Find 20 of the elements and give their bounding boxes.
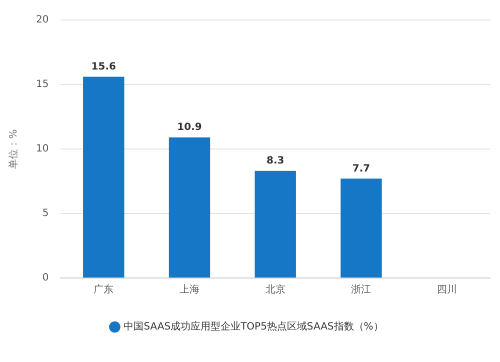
y-tick-label: 0 xyxy=(42,272,49,284)
x-tick-label: 北京 xyxy=(265,284,286,296)
x-tick-label: 上海 xyxy=(180,284,200,296)
bar xyxy=(83,76,124,278)
data-label: 8.3 xyxy=(266,156,284,167)
y-tick-label: 10 xyxy=(36,144,49,155)
bar xyxy=(168,137,210,278)
y-tick-label: 20 xyxy=(36,14,49,26)
bar xyxy=(340,178,382,278)
data-label: 7.7 xyxy=(352,163,370,174)
x-tick-label: 四川 xyxy=(437,284,458,296)
y-axis-title: 单位：% xyxy=(8,129,20,169)
bar xyxy=(254,170,296,278)
x-tick-label: 浙江 xyxy=(351,284,372,296)
legend-label: 中国SAAS成功应用型企业TOP5热点区域SAAS指数（%） xyxy=(124,320,384,333)
data-label: 15.6 xyxy=(91,61,116,72)
y-tick-label: 5 xyxy=(42,208,49,220)
x-tick-label: 广东 xyxy=(94,284,114,296)
y-tick-label: 15 xyxy=(36,79,49,90)
data-label: 10.9 xyxy=(177,122,202,133)
